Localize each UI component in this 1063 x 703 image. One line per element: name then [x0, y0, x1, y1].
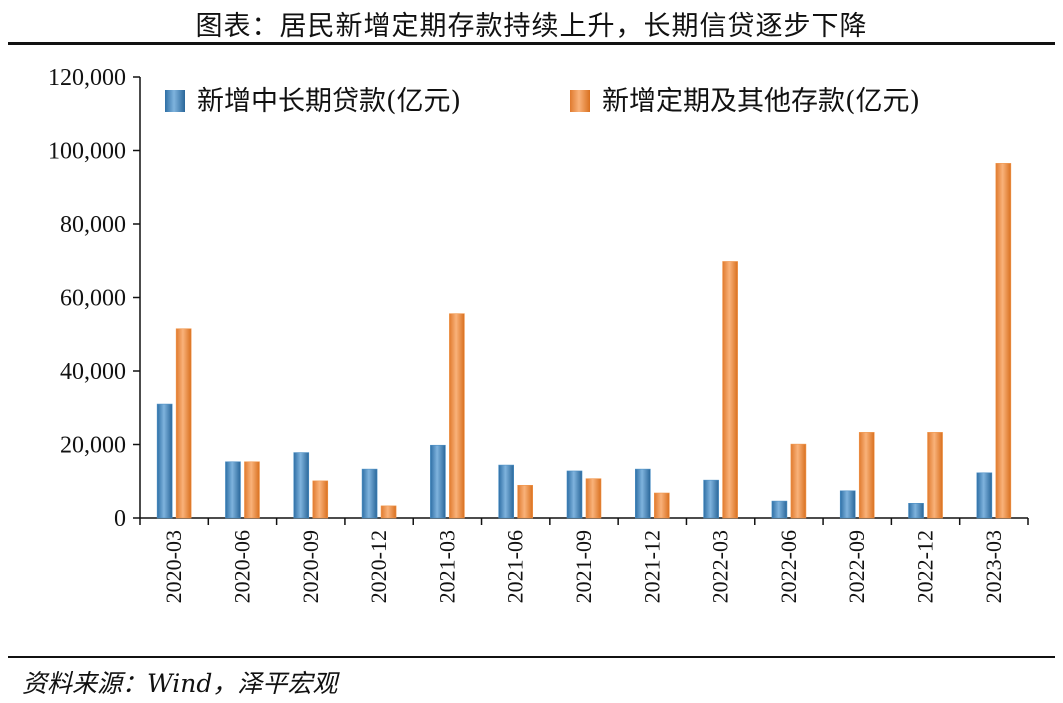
x-tick-label: 2022-03: [708, 530, 733, 603]
bar-loans: [908, 502, 924, 519]
x-tick-label: 2020-12: [366, 530, 391, 603]
bar-loans: [430, 444, 446, 519]
y-tick-label: 100,000: [48, 139, 126, 165]
bar-deposits: [858, 432, 875, 519]
bar-deposits: [380, 505, 397, 519]
bar-deposits: [790, 443, 807, 519]
bar-loans: [771, 500, 788, 519]
y-tick-label: 40,000: [60, 359, 126, 385]
x-tick-label: 2022-09: [844, 530, 869, 603]
bar-deposits: [312, 480, 329, 519]
legend-swatch-loans: [165, 90, 185, 112]
x-tick-label: 2023-03: [981, 530, 1006, 603]
bar-loans: [839, 490, 856, 519]
x-tick-label: 2021-06: [503, 530, 528, 603]
source-rule: [8, 656, 1055, 658]
x-tick-label: 2021-12: [639, 530, 664, 603]
bar-deposits: [585, 478, 602, 519]
legend-label-loans: 新增中长期贷款(亿元): [197, 86, 461, 117]
bar-loans: [703, 479, 719, 519]
x-tick-label: 2020-09: [298, 530, 323, 603]
bar-loans: [225, 461, 241, 519]
title-rule: [8, 42, 1055, 45]
bar-chart: 0 20,000 40,000 60,000 80,000 100,000 120,000 2…: [48, 65, 1029, 603]
bar-deposits: [654, 492, 670, 519]
bar-loans: [566, 470, 583, 519]
bar-loans: [635, 468, 651, 519]
bar-loans: [498, 464, 514, 519]
bar-deposits: [722, 261, 738, 519]
y-tick-label: 60,000: [60, 286, 126, 312]
y-tick-label: 0: [114, 506, 126, 532]
x-tick-label: 2021-03: [434, 530, 459, 603]
legend-swatch-deposits: [570, 90, 590, 112]
source-note: 资料来源：Wind，泽平宏观: [22, 669, 338, 698]
bar-deposits: [995, 163, 1012, 519]
legend-label-deposits: 新增定期及其他存款(亿元): [602, 86, 920, 117]
x-tick-label: 2022-06: [776, 530, 801, 603]
x-tick-label: 2020-03: [161, 530, 186, 603]
bar-loans: [156, 403, 173, 519]
y-tick-label: 80,000: [60, 212, 126, 238]
y-tick-label: 20,000: [60, 433, 126, 459]
bar-loans: [976, 472, 993, 519]
bar-deposits: [927, 432, 943, 519]
bar-deposits: [517, 484, 533, 519]
bar-deposits: [449, 313, 465, 519]
bar-deposits: [175, 328, 192, 519]
x-tick-label: 2020-06: [229, 530, 254, 603]
bar-deposits: [244, 461, 260, 519]
bar-loans: [361, 468, 378, 519]
chart-title: 图表：居民新增定期存款持续上升，长期信贷逐步下降: [195, 11, 868, 42]
bar-loans: [293, 452, 310, 519]
x-tick-label: 2022-12: [913, 530, 938, 603]
x-tick-label: 2021-09: [571, 530, 596, 603]
y-tick-label: 120,000: [48, 65, 126, 91]
